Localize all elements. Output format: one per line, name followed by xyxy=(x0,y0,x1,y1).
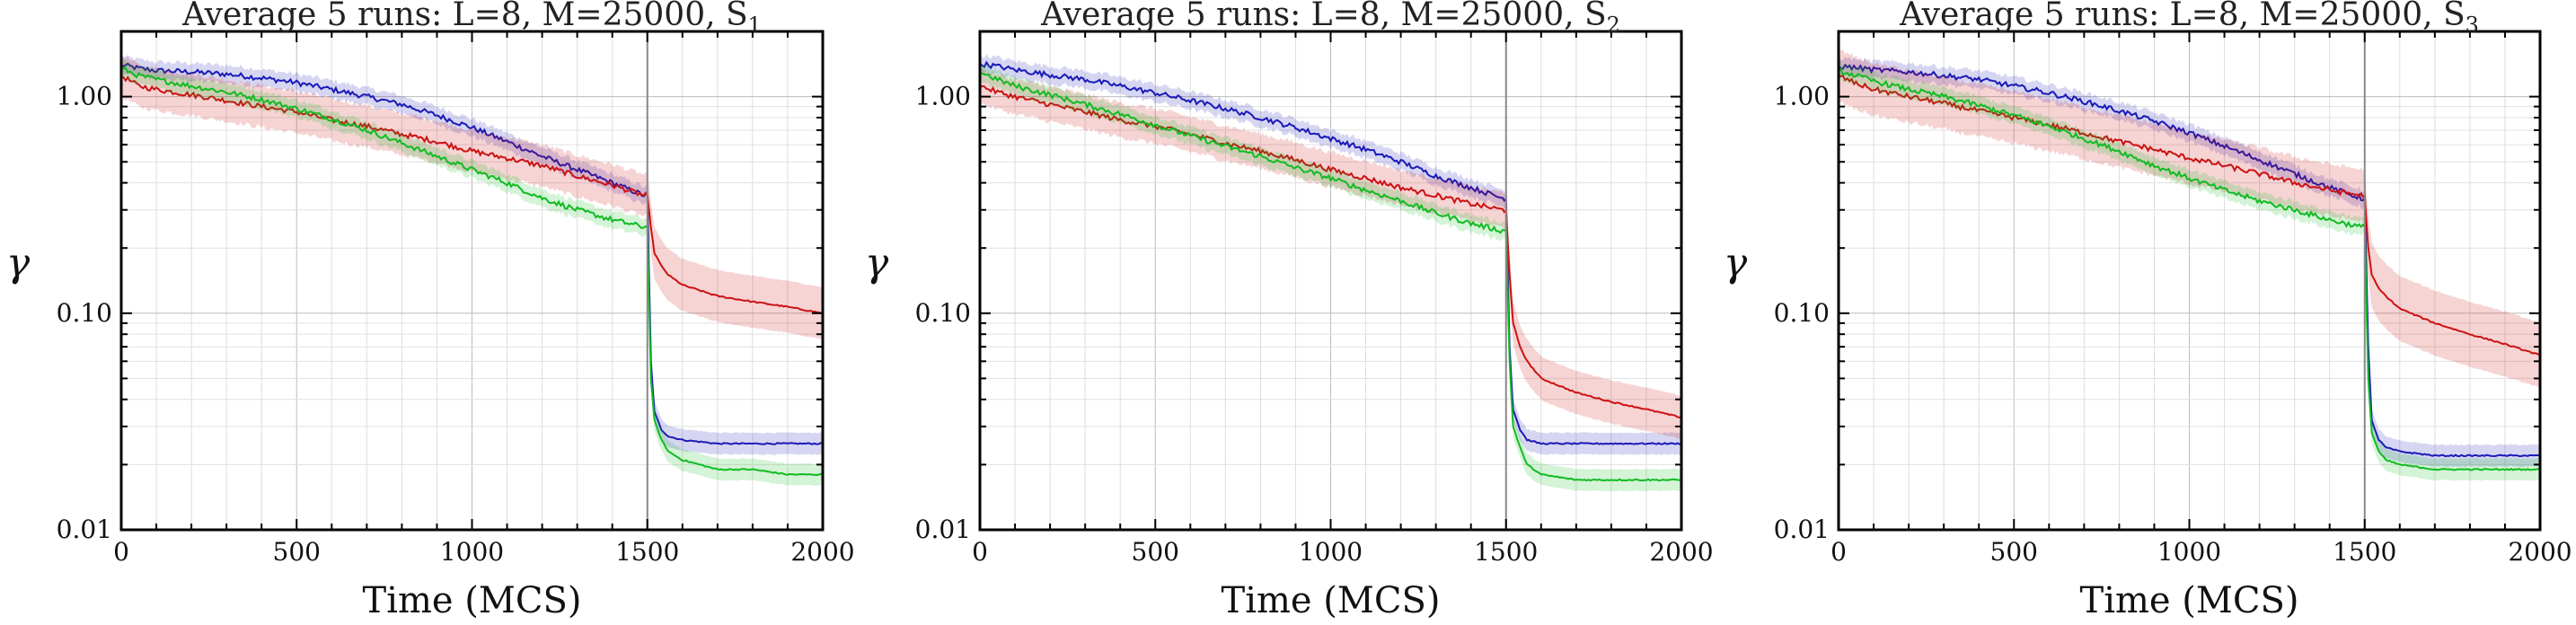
x-tick-label: 1000 xyxy=(440,537,504,567)
series-line-3 xyxy=(1839,67,2540,471)
y-axis-label: γ xyxy=(6,241,31,286)
series-line-2 xyxy=(121,75,823,314)
y-tick-label: 1.00 xyxy=(1774,82,1830,111)
series-line-2 xyxy=(980,84,1681,418)
chart-title: Average 5 runs: L=8, M=25000, S2 xyxy=(1040,0,1620,38)
y-tick-label: 1.00 xyxy=(57,82,112,111)
series-band-1 xyxy=(1839,56,2540,468)
chart-title: Average 5 runs: L=8, M=25000, S3 xyxy=(1899,0,2479,38)
y-tick-label: 1.00 xyxy=(915,82,971,111)
series-band-2 xyxy=(1839,49,2540,388)
series-line-2 xyxy=(1839,74,2540,357)
series-band-1 xyxy=(121,55,823,455)
series-line-1 xyxy=(1839,63,2540,458)
grid xyxy=(979,31,1682,531)
y-axis-label: γ xyxy=(865,241,889,286)
x-tick-label: 500 xyxy=(1990,537,2038,567)
chart-title-subscript: 3 xyxy=(2466,13,2479,38)
grid xyxy=(120,31,824,531)
x-tick-label: 500 xyxy=(1132,537,1179,567)
plot-area xyxy=(1839,49,2540,481)
series-band-1 xyxy=(980,53,1681,455)
x-tick-label: 1500 xyxy=(1474,537,1538,567)
x-tick-label: 1000 xyxy=(2157,537,2221,567)
x-tick-label: 2000 xyxy=(1649,537,1713,567)
x-tick-label: 0 xyxy=(1831,537,1847,567)
chart-panel-1: 0 500 1000 1500 2000 1.00 0.10 0.01 Time (MCS) γ A… xyxy=(6,0,855,621)
x-axis-label: Time (MCS) xyxy=(1222,580,1441,621)
y-tick-label: 0.01 xyxy=(57,515,112,544)
chart-panel-3: 0 500 1000 1500 2000 1.00 0.10 0.01 Time (MCS) γ A… xyxy=(1724,0,2572,621)
chart-panel-2: 0 500 1000 1500 2000 1.00 0.10 0.01 Time (MCS) γ A… xyxy=(865,0,1714,621)
x-tick-label: 0 xyxy=(113,537,129,567)
x-axis-label: Time (MCS) xyxy=(363,580,582,621)
y-tick-label: 0.10 xyxy=(57,298,112,328)
y-tick-label: 0.10 xyxy=(915,298,971,328)
plot-area xyxy=(121,55,823,487)
x-tick-label: 2000 xyxy=(790,537,854,567)
series-line-1 xyxy=(121,62,823,445)
x-tick-label: 2000 xyxy=(2508,537,2572,567)
x-axis-label: Time (MCS) xyxy=(2080,580,2299,621)
y-tick-label: 0.01 xyxy=(1774,515,1830,544)
series-line-3 xyxy=(980,71,1681,482)
chart-title-subscript: 2 xyxy=(1607,13,1620,38)
plot-area xyxy=(980,53,1681,492)
series-line-1 xyxy=(980,60,1681,445)
chart-title: Average 5 runs: L=8, M=25000, S1 xyxy=(181,0,762,38)
y-tick-label: 0.10 xyxy=(1774,298,1830,328)
series-band-2 xyxy=(121,55,823,339)
x-tick-label: 500 xyxy=(273,537,321,567)
chart-title-subscript: 1 xyxy=(748,13,762,38)
y-axis-label: γ xyxy=(1724,241,1748,286)
x-tick-label: 1500 xyxy=(615,537,679,567)
y-tick-label: 0.01 xyxy=(915,515,971,544)
x-tick-label: 0 xyxy=(972,537,988,567)
series-line-3 xyxy=(121,66,823,477)
x-tick-label: 1500 xyxy=(2333,537,2396,567)
x-tick-label: 1000 xyxy=(1299,537,1363,567)
